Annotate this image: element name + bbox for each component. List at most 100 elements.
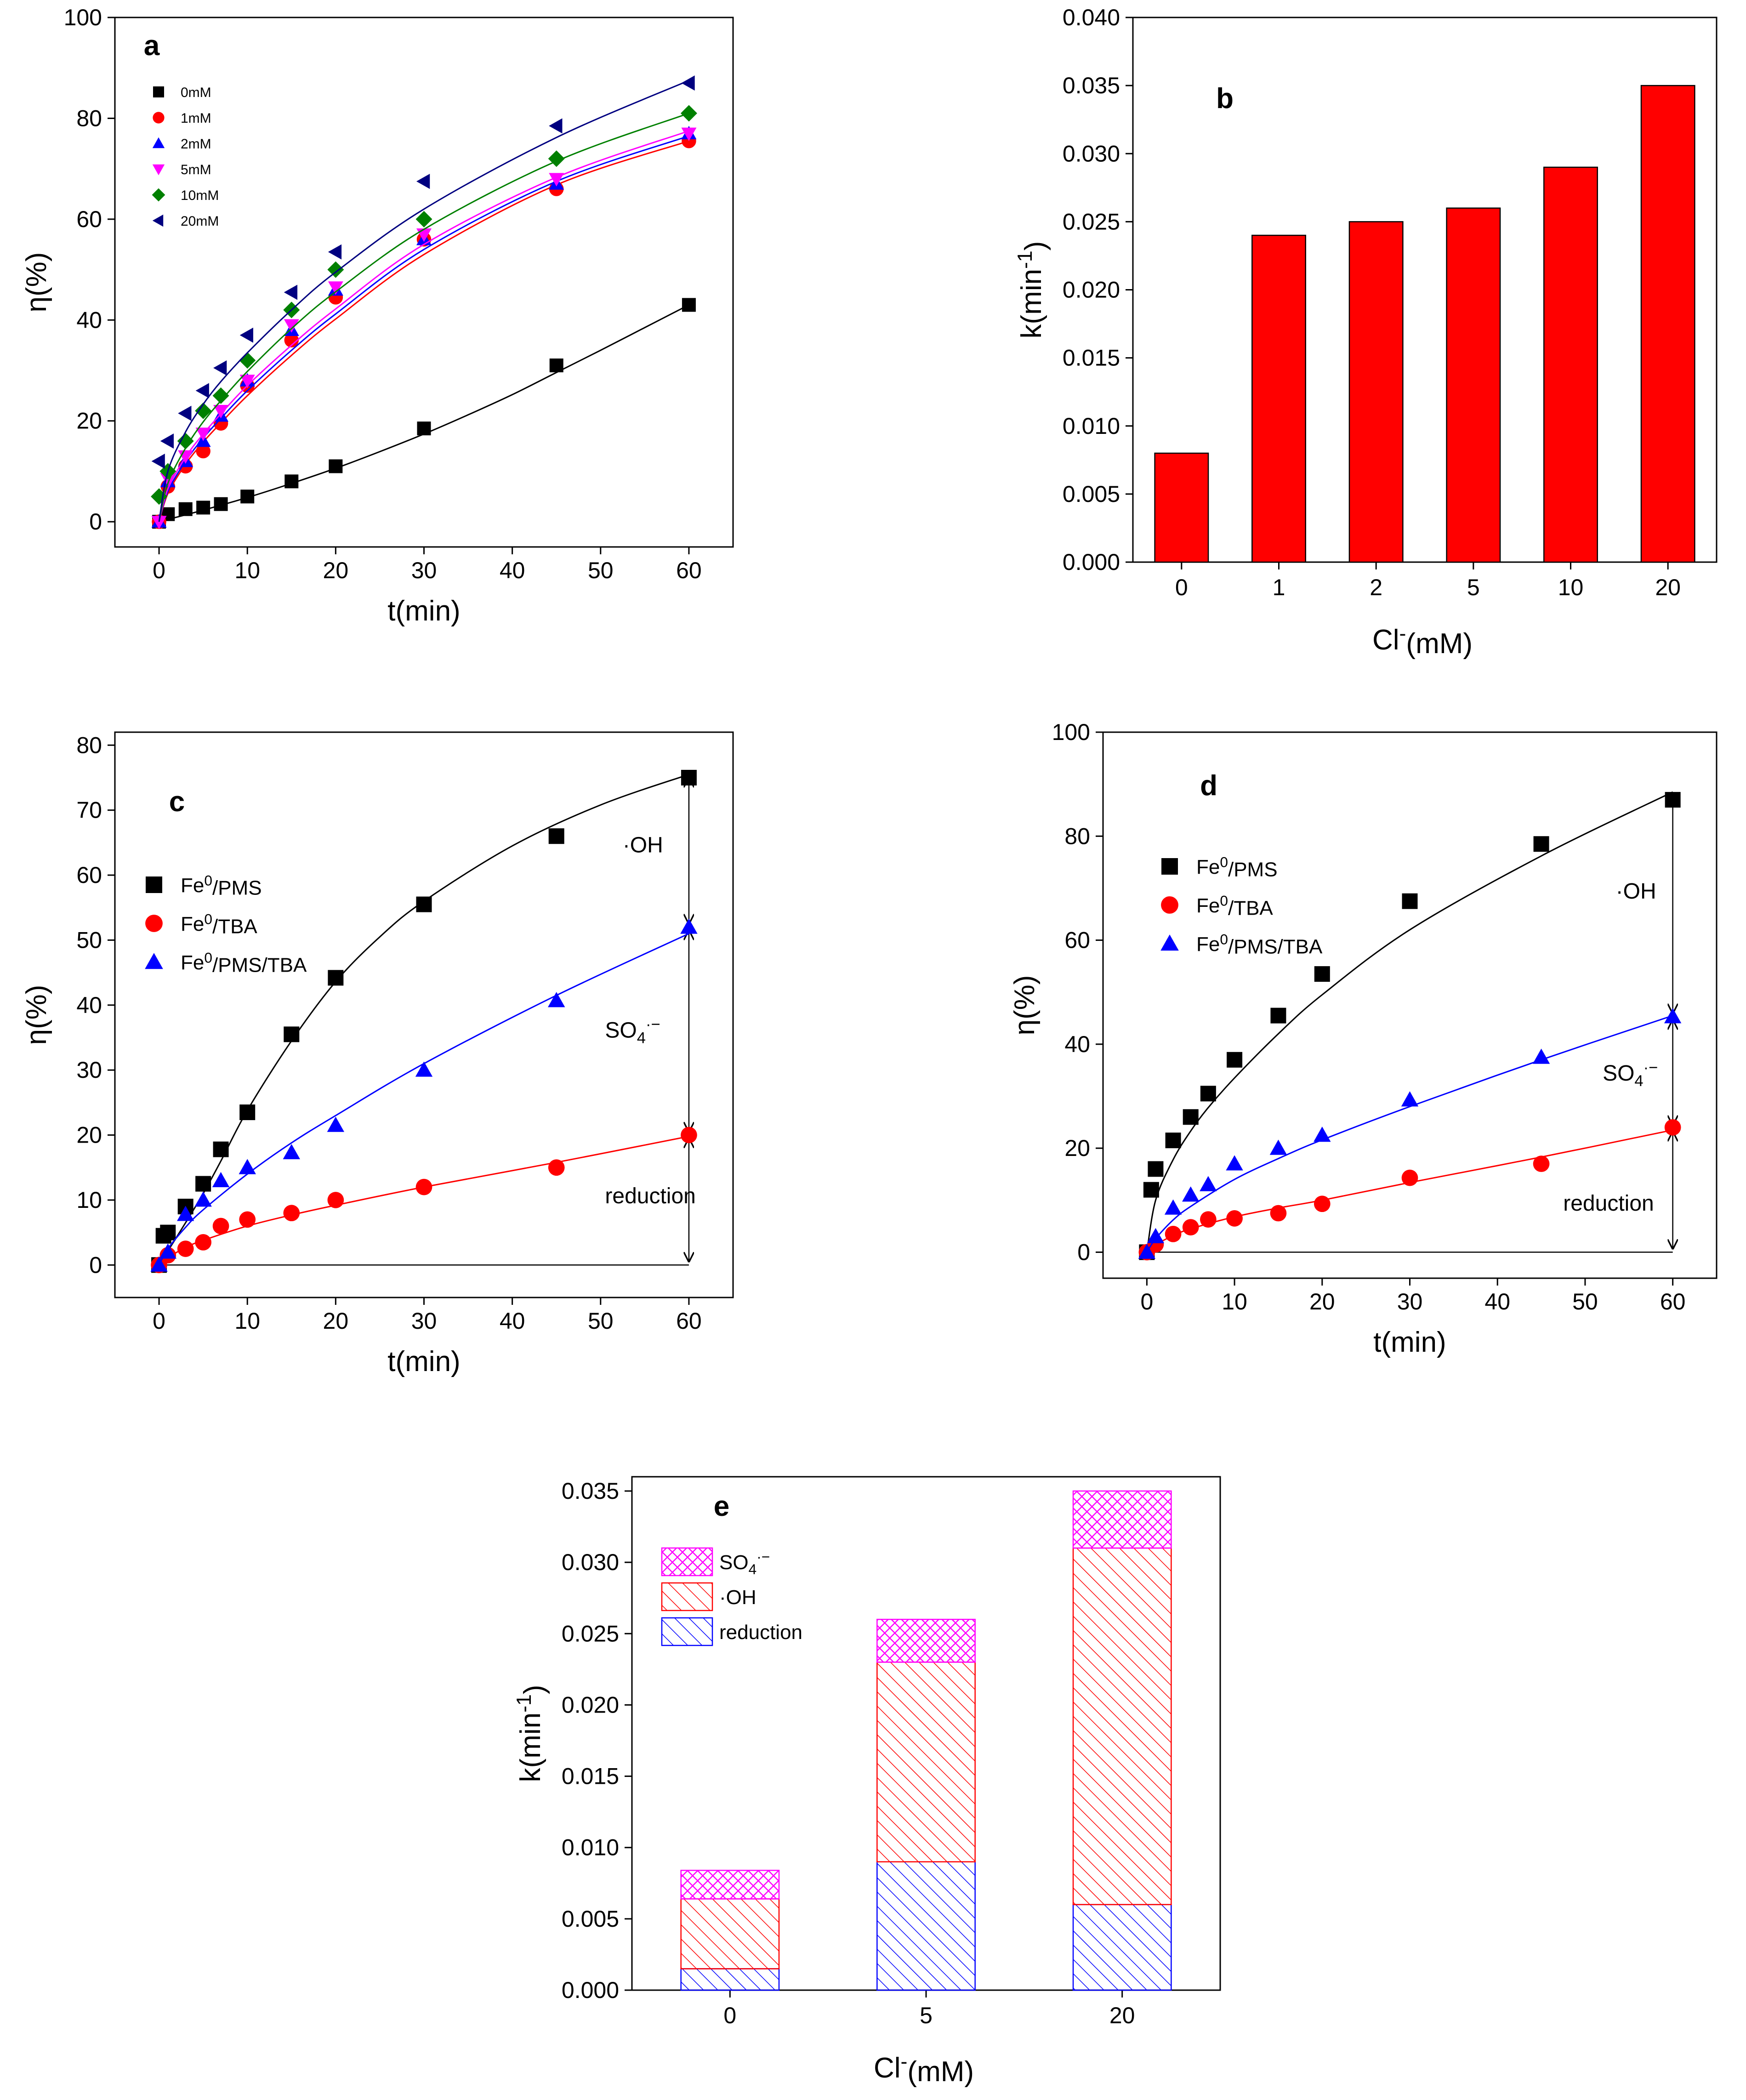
- data-point: [213, 405, 229, 419]
- data-point: [239, 327, 253, 343]
- y-tick-label: 60: [76, 862, 102, 888]
- x-tick-label: 40: [500, 1308, 525, 1334]
- data-point: [159, 1243, 176, 1259]
- data-point: [1200, 1211, 1217, 1228]
- y-tick-label: 0.015: [562, 1764, 619, 1789]
- legend-label: ·OH: [719, 1586, 756, 1609]
- legend-label: Fe0/PMS/TBA: [1196, 931, 1323, 958]
- data-point: [327, 1192, 344, 1208]
- data-point: [160, 473, 176, 487]
- y-tick-label: 70: [76, 797, 102, 823]
- panel-e: 0.000 0.005 0.010 0.015 0.020 0.025 0.030 0.035…: [513, 1476, 1221, 2088]
- legend-marker: [145, 953, 163, 969]
- legend-marker: [152, 214, 164, 227]
- data-point: [283, 1144, 300, 1160]
- data-point: [549, 118, 563, 134]
- y-tick-label: 40: [76, 307, 102, 333]
- data-point: [680, 105, 697, 122]
- data-point: [328, 970, 344, 986]
- data-point: [213, 1141, 229, 1157]
- y-tick-label: 0.025: [1063, 209, 1120, 234]
- fit-line-5mM: [158, 130, 689, 522]
- legend-marker: [152, 164, 165, 176]
- y-axis-label: η(%): [21, 985, 52, 1045]
- data-point: [284, 285, 298, 300]
- legend-marker: [153, 112, 165, 124]
- x-tick-label: 50: [1572, 1289, 1598, 1315]
- y-tick-label: 0.010: [1063, 413, 1120, 439]
- x-tick-label: 0: [723, 2003, 736, 2028]
- data-point: [1314, 1127, 1331, 1142]
- data-point: [178, 502, 193, 516]
- data-point: [1533, 836, 1549, 852]
- fit-line-FePMSTBA: [158, 933, 689, 1266]
- x-tick-label: 40: [1484, 1289, 1510, 1315]
- x-axis-label: Cl-(mM): [874, 2050, 974, 2088]
- fit-line-0mM: [159, 304, 689, 523]
- data-point: [548, 1159, 565, 1176]
- panel-label: b: [1216, 83, 1234, 114]
- data-point: [240, 489, 255, 504]
- y-tick-label: 0.015: [1063, 345, 1120, 371]
- y-axis-label: η(%): [21, 252, 52, 313]
- data-point: [682, 298, 696, 312]
- data-point: [327, 261, 344, 278]
- legend-label: 2mM: [181, 137, 211, 152]
- data-point: [415, 211, 432, 228]
- legend-label: 1mM: [181, 111, 211, 126]
- data-point: [681, 1127, 697, 1144]
- y-tick-label: 0.035: [562, 1478, 619, 1504]
- x-tick-label: 10: [1222, 1289, 1247, 1315]
- data-point: [1314, 1195, 1331, 1212]
- x-tick-label: 40: [500, 558, 525, 583]
- y-tick-label: 0: [89, 509, 102, 535]
- x-tick-label: 5: [920, 2003, 933, 2028]
- legend-label: reduction: [719, 1621, 802, 1644]
- data-point: [1270, 1007, 1286, 1024]
- legend-label: Fe0/TBA: [1196, 893, 1273, 920]
- y-tick-label: 60: [1064, 928, 1090, 953]
- data-point: [1533, 1155, 1550, 1172]
- legend-swatch: [661, 1582, 713, 1611]
- y-tick-label: 40: [1064, 1031, 1090, 1057]
- x-tick-label: 20: [323, 1308, 349, 1334]
- x-axis-label: t(min): [387, 595, 460, 627]
- legend-label: 10mM: [181, 188, 219, 203]
- legend-label: 5mM: [181, 162, 211, 177]
- x-tick-label: 0: [1175, 575, 1188, 600]
- data-point: [549, 359, 563, 373]
- legend-swatch: [661, 1547, 713, 1576]
- data-point: [1532, 1048, 1550, 1064]
- y-tick-label: 0.030: [1063, 141, 1120, 166]
- panel-label: a: [144, 30, 160, 62]
- x-tick-label: 10: [234, 558, 260, 583]
- fit-line-10mM: [158, 113, 689, 522]
- y-tick-label: 0: [89, 1252, 102, 1278]
- data-point: [160, 1224, 176, 1241]
- y-tick-label: 80: [76, 732, 102, 758]
- data-point: [195, 427, 211, 441]
- data-point: [195, 383, 209, 398]
- legend-marker: [146, 876, 162, 893]
- panel-label: e: [714, 1491, 729, 1522]
- legend-label: Fe0/PMS: [181, 872, 262, 899]
- y-tick-label: 80: [76, 105, 102, 131]
- x-tick-label: 20: [1109, 2003, 1135, 2028]
- x-tick-label: 1: [1273, 575, 1285, 600]
- data-point: [212, 387, 229, 404]
- data-point: [1165, 1133, 1181, 1149]
- data-point: [196, 501, 210, 515]
- data-point: [212, 1172, 230, 1187]
- data-point: [681, 127, 697, 141]
- data-point: [239, 375, 255, 388]
- data-point: [416, 174, 430, 189]
- data-point: [177, 1241, 194, 1257]
- data-point: [195, 1176, 211, 1192]
- fit-line-20mM: [158, 80, 689, 522]
- data-point: [549, 173, 564, 187]
- legend-label: 0mM: [181, 85, 211, 100]
- x-tick-label: 20: [1309, 1289, 1335, 1315]
- fit-line-FePMS: [1146, 791, 1673, 1252]
- data-point: [1200, 1176, 1217, 1191]
